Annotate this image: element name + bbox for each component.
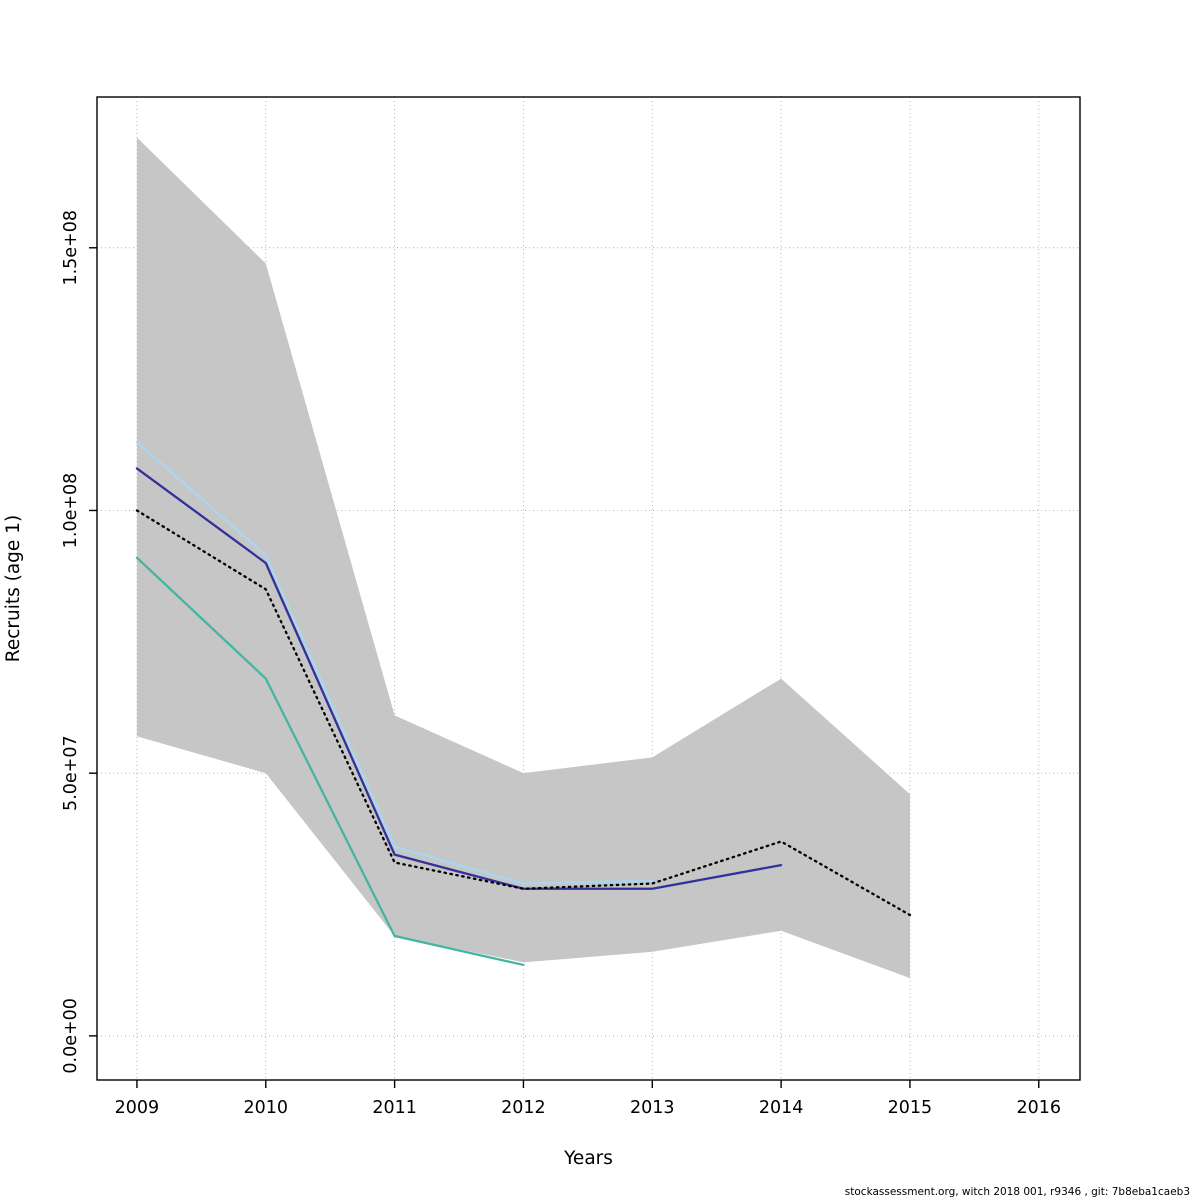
plot-frame <box>96 96 1081 1081</box>
y-tick-label: 5.0e+07 <box>61 735 81 811</box>
y-axis-title: Recruits (age 1) <box>3 515 24 662</box>
confidence-band <box>136 137 910 979</box>
stockassessment-footer-note: stockassessment.org, witch 2018 001, r93… <box>844 1186 1190 1198</box>
series-black-dotted-line <box>135 509 912 917</box>
x-tick-label: 2011 <box>372 1098 417 1118</box>
x-tick-label: 2014 <box>759 1098 804 1118</box>
series-dark-blue-line <box>135 467 783 890</box>
x-tick-label: 2010 <box>243 1098 288 1118</box>
x-tick-label: 2015 <box>888 1098 933 1118</box>
series-teal-line <box>135 556 525 967</box>
series-light-blue-line <box>135 441 654 885</box>
y-tick-label: 0.0e+00 <box>61 998 81 1074</box>
x-tick-label: 2012 <box>501 1098 546 1118</box>
x-tick-label: 2016 <box>1016 1098 1061 1118</box>
x-tick-label: 2013 <box>630 1098 675 1118</box>
y-tick-label: 1.0e+08 <box>61 473 81 549</box>
y-tick-label: 1.5e+08 <box>61 210 81 286</box>
x-tick-label: 2009 <box>115 1098 160 1118</box>
x-axis-title: Years <box>563 1148 613 1169</box>
